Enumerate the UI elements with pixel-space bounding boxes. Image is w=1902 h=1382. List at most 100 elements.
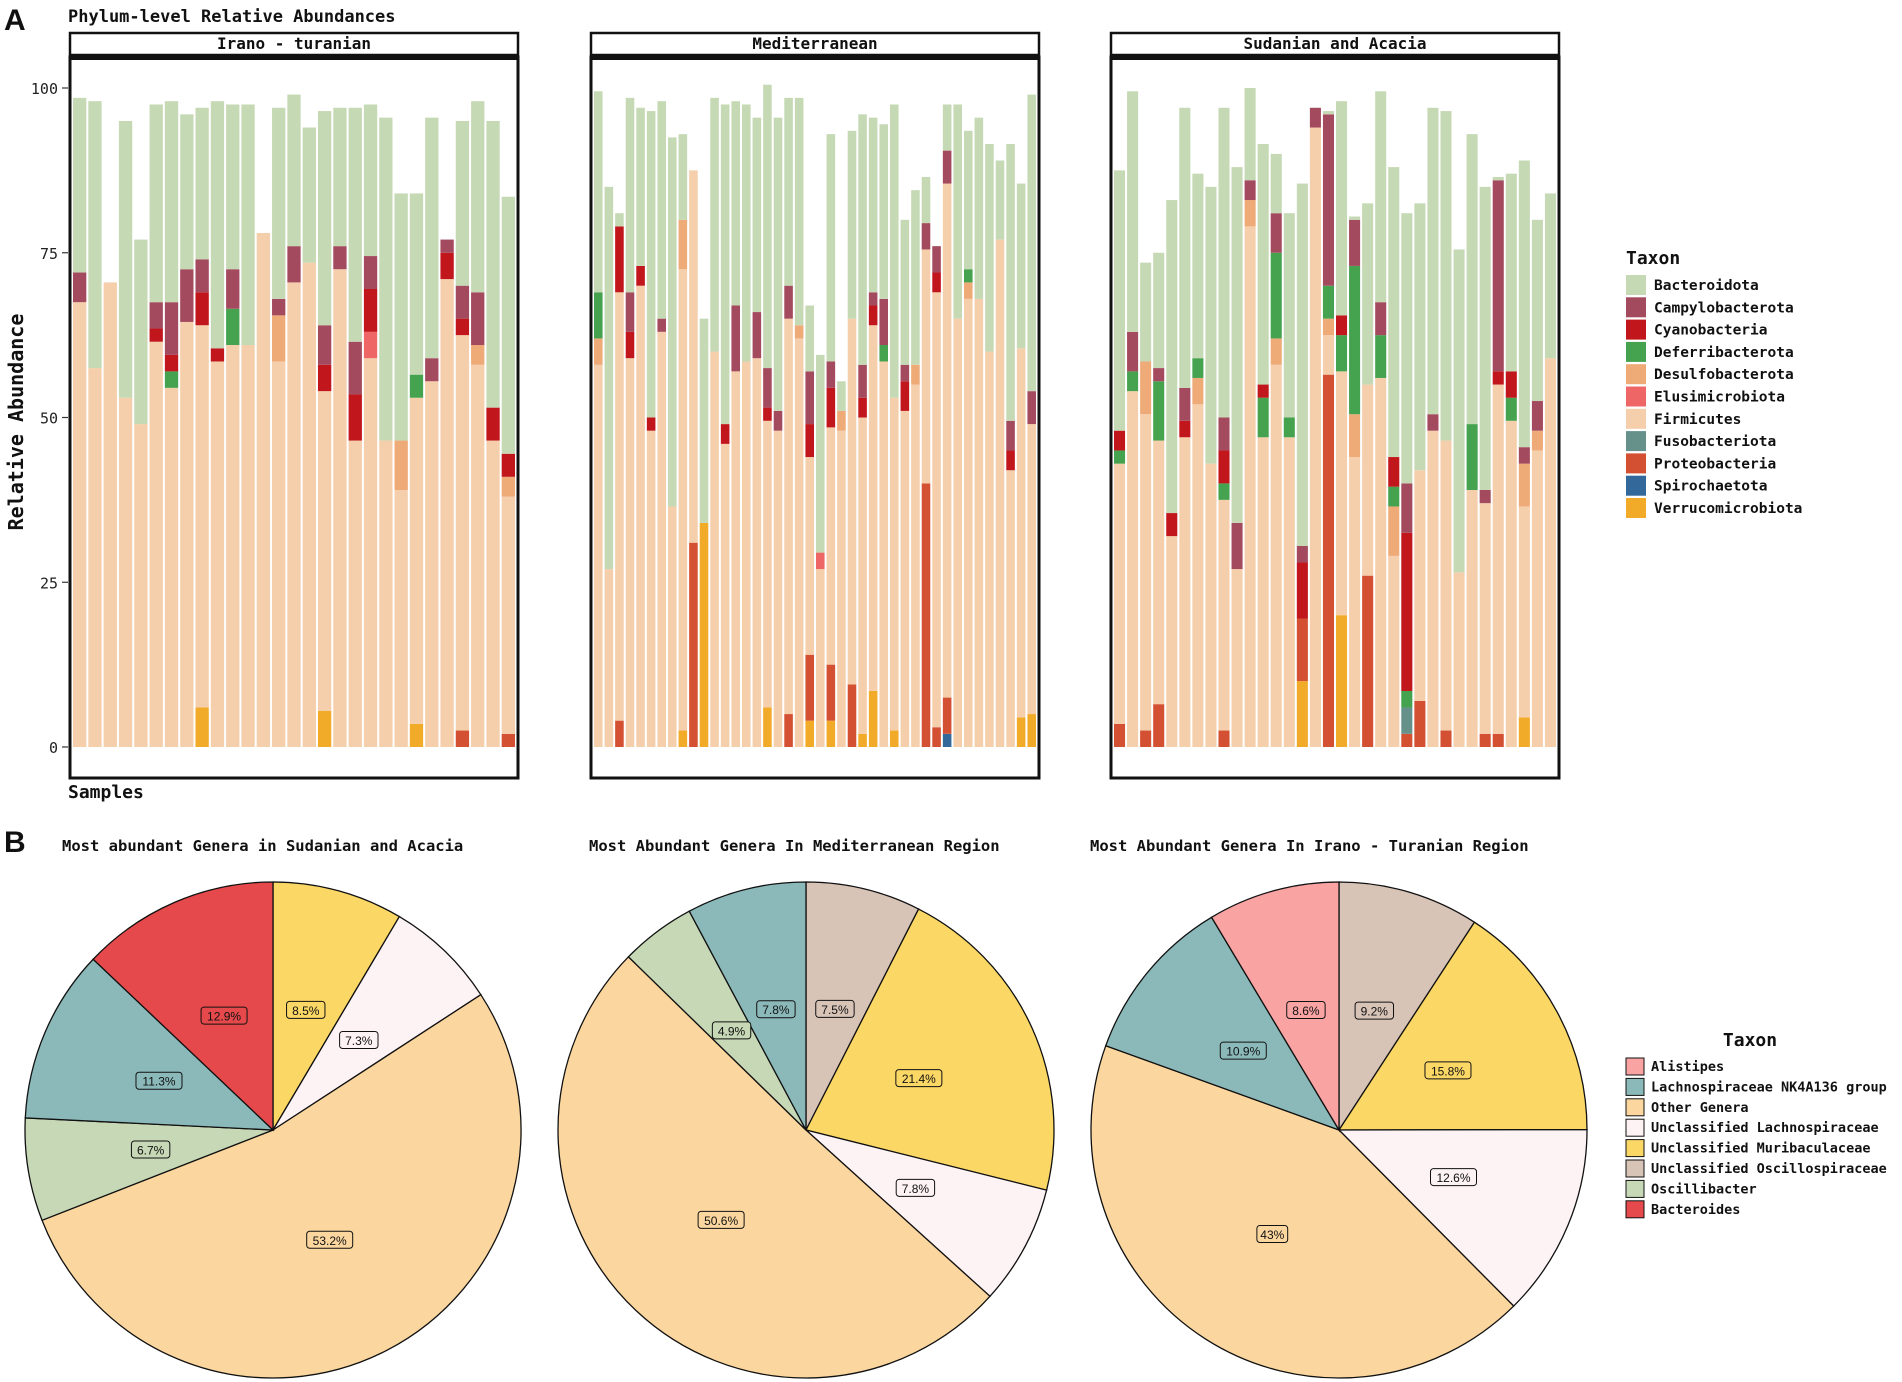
bar-segment-firmicutes [1270, 364, 1282, 747]
pie-data-label-box [895, 1069, 943, 1088]
bar-segment-bacteroidota [890, 104, 899, 398]
bar-segment-bacteroidota [678, 134, 688, 220]
bar-segment-campylobacterota [731, 305, 740, 372]
pie-data-label-box [815, 999, 855, 1018]
bar-segment-firmicutes [149, 341, 163, 747]
bar-segment-campylobacterota [73, 272, 87, 303]
bar-segment-campylobacterota [226, 269, 240, 309]
bar-segment-firmicutes [1479, 503, 1491, 734]
sample-bar [272, 107, 286, 747]
bar-segment-desulfobacterota [272, 315, 286, 362]
bar-segment-desulfobacterota [501, 476, 515, 497]
bar-segment-firmicutes [226, 345, 240, 747]
bar-segment-bacteroidota [348, 107, 362, 342]
bar-segment-bacteroidota [317, 111, 332, 326]
sample-bar [210, 101, 225, 747]
bar-segment-campylobacterota [1349, 219, 1361, 266]
bar-segment-bacteroidota [1027, 94, 1036, 392]
genera-legend-swatch-alistipes [1625, 1057, 1645, 1076]
bar-segment-firmicutes [118, 397, 133, 747]
bar-segment-bacteroidota [195, 107, 209, 260]
sample-bar [678, 134, 688, 747]
bar-segment-bacteroidota [942, 104, 952, 151]
legend-label-deferribacterota: Deferribacterota [1654, 345, 1794, 361]
pie-data-label-box [1354, 1001, 1395, 1020]
bar-segment-campylobacterota [164, 302, 179, 355]
bar-segment-bacteroidota [1192, 173, 1204, 359]
bar-segment-desulfobacterota [394, 440, 408, 490]
sample-bar [953, 104, 962, 747]
bar-segment-firmicutes [921, 249, 931, 484]
sample-bar [985, 144, 994, 747]
bar-segment-bacteroidota [805, 305, 814, 372]
bar-segment-firmicutes [953, 318, 962, 747]
bar-segment-proteobacteria [1114, 723, 1126, 747]
sample-bar [1140, 262, 1152, 747]
bar-segment-bacteroidota [657, 101, 666, 319]
bar-segment-bacteroidota [826, 134, 836, 362]
sample-bar [615, 213, 624, 747]
sample-bar [1153, 252, 1165, 747]
bar-segment-campylobacterota [1179, 387, 1191, 421]
y-tick-label: 50 [40, 410, 58, 428]
bar-segment-bacteroidota [752, 117, 762, 313]
bar-segment-campylobacterota [932, 246, 941, 273]
genera-legend-swatch-bacteroides [1625, 1200, 1645, 1219]
bar-segment-bacteroidota [455, 120, 470, 286]
genera-legend-swatch-unclassified-lachnospiraceae [1625, 1118, 1645, 1137]
bar-segment-firmicutes [348, 440, 362, 747]
facet-strip-border [591, 55, 1039, 60]
pie-data-label-box [339, 1030, 379, 1049]
sample-bar [625, 97, 635, 747]
bar-segment-campylobacterota [287, 246, 301, 283]
bar-segment-bacteroidota [1531, 219, 1543, 402]
bar-segment-bacteroidota [594, 91, 603, 293]
pie-slice-lachnospiraceae-nk4a136-group [24, 958, 275, 1131]
bar-segment-campylobacterota [1531, 401, 1543, 431]
bar-segment-deferribacterota [1466, 424, 1478, 490]
bar-segment-firmicutes [995, 239, 1005, 747]
bar-segment-bacteroidota [180, 114, 194, 270]
bar-segment-cyanobacteria [363, 288, 378, 332]
bar-segment-bacteroidota [604, 186, 614, 570]
bar-segment-campylobacterota [1479, 489, 1491, 504]
bar-segment-bacteroidota [379, 117, 393, 441]
pie-data-label-text: 4.9% [718, 1024, 746, 1038]
bar-segment-desulfobacterota [678, 219, 688, 270]
bar-segment-cyanobacteria [720, 424, 730, 444]
sample-bar [1283, 213, 1295, 747]
legend-label-bacteroidota: Bacteroidota [1654, 278, 1759, 294]
bar-segment-firmicutes [1016, 348, 1026, 718]
bar-segment-bacteroidota [1427, 107, 1439, 415]
panel-b-pie-charts: B Most abundant Genera in Sudanian and A… [4, 826, 1887, 1379]
sample-bar [921, 176, 931, 747]
bar-segment-firmicutes [210, 361, 225, 747]
bar-segment-spirochaetota [942, 733, 952, 747]
pie-data-label: 8.6% [1286, 1000, 1326, 1019]
bar-segment-bacteroidota [1440, 111, 1452, 441]
pie-data-label-text: 7.3% [345, 1034, 373, 1048]
bar-segment-proteobacteria [501, 733, 515, 747]
bar-segment-cyanobacteria [763, 407, 772, 421]
sample-bar [1244, 88, 1256, 747]
facet-sudanian-and-acacia: Sudanian and Acacia [1109, 31, 1561, 780]
bar-segment-firmicutes [731, 371, 740, 747]
bar-segment-cyanobacteria [210, 348, 225, 362]
bar-segment-firmicutes [805, 457, 814, 655]
bar-segment-cyanobacteria [1114, 430, 1126, 451]
bar-segment-cyanobacteria [868, 305, 878, 326]
genera-legend-label-unclassified-oscillospiraceae: Unclassified Oscillospiraceae [1651, 1161, 1887, 1177]
sample-bar [710, 97, 719, 747]
sample-bar [455, 120, 470, 747]
bar-segment-bacteroidota [1518, 160, 1530, 448]
bar-segment-cyanobacteria [932, 272, 941, 293]
bar-segment-proteobacteria [1414, 700, 1426, 747]
sample-bar [409, 193, 424, 747]
legend-label-campylobacterota: Campylobacterota [1654, 300, 1794, 316]
pie-data-label: 21.4% [895, 1069, 943, 1088]
bar-segment-campylobacterota [317, 325, 332, 365]
bar-segment-bacteroidota [1362, 203, 1374, 385]
bar-segment-bacteroidota [921, 176, 931, 224]
bar-segment-bacteroidota [241, 104, 255, 346]
sample-bar [1322, 111, 1334, 747]
